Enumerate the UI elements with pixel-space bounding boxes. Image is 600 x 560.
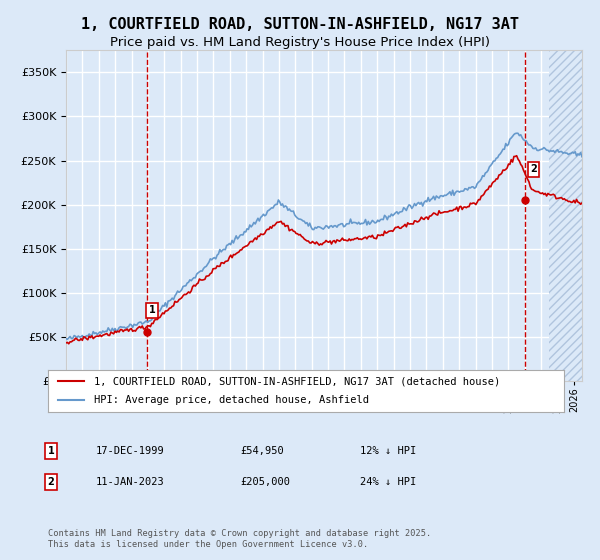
Text: 1, COURTFIELD ROAD, SUTTON-IN-ASHFIELD, NG17 3AT (detached house): 1, COURTFIELD ROAD, SUTTON-IN-ASHFIELD, … bbox=[94, 376, 500, 386]
Text: 11-JAN-2023: 11-JAN-2023 bbox=[96, 477, 165, 487]
Text: 2: 2 bbox=[530, 164, 537, 174]
Text: 2: 2 bbox=[47, 477, 55, 487]
Text: HPI: Average price, detached house, Ashfield: HPI: Average price, detached house, Ashf… bbox=[94, 395, 370, 405]
Text: £205,000: £205,000 bbox=[240, 477, 290, 487]
Text: £54,950: £54,950 bbox=[240, 446, 284, 456]
Text: Price paid vs. HM Land Registry's House Price Index (HPI): Price paid vs. HM Land Registry's House … bbox=[110, 36, 490, 49]
Text: 1, COURTFIELD ROAD, SUTTON-IN-ASHFIELD, NG17 3AT: 1, COURTFIELD ROAD, SUTTON-IN-ASHFIELD, … bbox=[81, 17, 519, 32]
Text: 24% ↓ HPI: 24% ↓ HPI bbox=[360, 477, 416, 487]
Text: 17-DEC-1999: 17-DEC-1999 bbox=[96, 446, 165, 456]
Text: Contains HM Land Registry data © Crown copyright and database right 2025.
This d: Contains HM Land Registry data © Crown c… bbox=[48, 529, 431, 549]
Text: 1: 1 bbox=[47, 446, 55, 456]
Text: 12% ↓ HPI: 12% ↓ HPI bbox=[360, 446, 416, 456]
Bar bbox=[549, 50, 582, 381]
Text: 1: 1 bbox=[149, 305, 155, 315]
